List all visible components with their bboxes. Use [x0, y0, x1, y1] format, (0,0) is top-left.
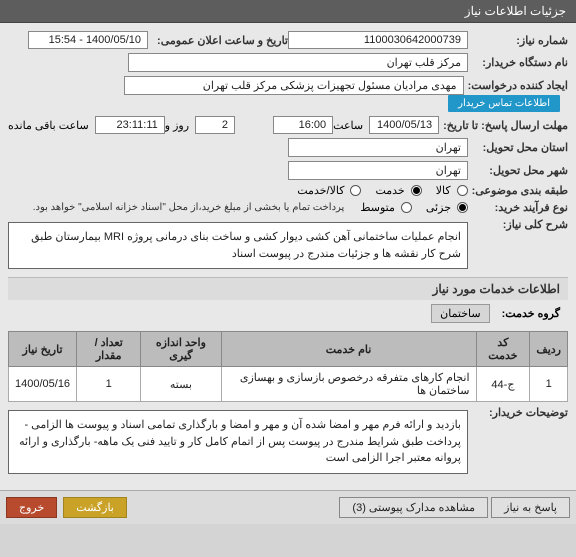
public-date-value: 1400/05/10 - 15:54 [28, 31, 148, 49]
process-radio-group: جزئی متوسط [350, 201, 468, 214]
radio-goods[interactable] [457, 185, 468, 196]
th-date: تاریخ نیاز [9, 332, 77, 367]
row-buyer-notes: توضیحات خریدار: بازدید و ارائه فرم مهر و… [8, 406, 568, 478]
process-type-label: نوع فرآیند خرید: [468, 201, 568, 214]
buyer-org-label: نام دستگاه خریدار: [468, 56, 568, 69]
deadline-date-value: 1400/05/13 [369, 116, 439, 134]
requester-label: ایجاد کننده درخواست: [464, 79, 568, 92]
footer-right: پاسخ به نیاز مشاهده مدارک پیوستی (3) [339, 497, 570, 518]
payment-note: پرداخت تمام یا بخشی از مبلغ خرید،از محل … [33, 202, 345, 213]
subject-radio-group: کالا خدمت کالا/خدمت [287, 184, 467, 197]
th-unit: واحد اندازه گیری [141, 332, 221, 367]
subject-type-label: طبقه بندی موضوعی: [468, 184, 568, 197]
footer-bar: پاسخ به نیاز مشاهده مدارک پیوستی (3) باز… [0, 490, 576, 524]
page-title: جزئیات اطلاعات نیاز [465, 4, 566, 18]
th-name: نام خدمت [221, 332, 476, 367]
row-buyer-org: نام دستگاه خریدار: مرکز قلب تهران [8, 53, 568, 72]
radio-service-label: خدمت [375, 184, 404, 197]
td-index: 1 [530, 367, 568, 402]
radio-minor-label: جزئی [426, 201, 451, 214]
buyer-notes-box: بازدید و ارائه فرم مهر و امضا شده آن و م… [8, 410, 468, 474]
remaining-time-value: 23:11:11 [95, 116, 165, 134]
exit-button[interactable]: خروج [6, 497, 57, 518]
table-row: 1 ج-44 انجام کارهای متفرقه درخصوص بازساز… [9, 367, 568, 402]
days-value: 2 [195, 116, 235, 134]
row-requester: ایجاد کننده درخواست: مهدی مرادیان مسئول … [8, 76, 568, 112]
td-date: 1400/05/16 [9, 367, 77, 402]
td-qty: 1 [77, 367, 141, 402]
row-process-type: نوع فرآیند خرید: جزئی متوسط پرداخت تمام … [8, 201, 568, 214]
buyer-org-value: مرکز قلب تهران [128, 53, 468, 72]
need-no-label: شماره نیاز: [468, 34, 568, 47]
row-need-number: شماره نیاز: 1100030642000739 تاریخ و ساع… [8, 31, 568, 49]
main-container: شماره نیاز: 1100030642000739 تاریخ و ساع… [0, 23, 576, 490]
days-label: روز و [165, 119, 189, 132]
row-service-group: گروه خدمت: ساختمان [8, 300, 568, 327]
th-code: کد خدمت [476, 332, 530, 367]
services-table: ردیف کد خدمت نام خدمت واحد اندازه گیری ت… [8, 331, 568, 402]
reply-button[interactable]: پاسخ به نیاز [491, 497, 570, 518]
province-label: استان محل تحویل: [468, 141, 568, 154]
deadline-time-value: 16:00 [273, 116, 333, 134]
desc-box: انجام عملیات ساختمانی آهن کشی دیوار کشی … [8, 222, 468, 269]
radio-minor[interactable] [457, 202, 468, 213]
th-qty: تعداد / مقدار [77, 332, 141, 367]
row-province: استان محل تحویل: تهران [8, 138, 568, 157]
radio-medium[interactable] [401, 202, 412, 213]
radio-medium-label: متوسط [360, 201, 395, 214]
row-description: شرح کلی نیاز: انجام عملیات ساختمانی آهن … [8, 218, 568, 273]
td-unit: بسته [141, 367, 221, 402]
contact-info-badge[interactable]: اطلاعات تماس خریدار [448, 95, 560, 112]
row-city: شهر محل تحویل: تهران [8, 161, 568, 180]
need-no-value: 1100030642000739 [288, 31, 468, 49]
buyer-notes-label: توضیحات خریدار: [468, 406, 568, 419]
radio-goods-service[interactable] [350, 185, 361, 196]
back-button[interactable]: بازگشت [63, 497, 127, 518]
city-label: شهر محل تحویل: [468, 164, 568, 177]
time-label-1: ساعت [333, 119, 363, 132]
city-value: تهران [288, 161, 468, 180]
deadline-label: مهلت ارسال پاسخ: تا تاریخ: [439, 119, 568, 132]
radio-goods-service-label: کالا/خدمت [297, 184, 344, 197]
td-code: ج-44 [476, 367, 530, 402]
footer-left: بازگشت خروج [6, 497, 127, 518]
province-value: تهران [288, 138, 468, 157]
remaining-label: ساعت باقی مانده [8, 119, 89, 132]
service-group-value: ساختمان [431, 304, 489, 323]
radio-service[interactable] [411, 185, 422, 196]
service-group-label: گروه خدمت: [502, 307, 560, 320]
services-section-title: اطلاعات خدمات مورد نیاز [8, 277, 568, 300]
public-date-label: تاریخ و ساعت اعلان عمومی: [148, 34, 288, 47]
row-deadline: مهلت ارسال پاسخ: تا تاریخ: 1400/05/13 سا… [8, 116, 568, 134]
table-header-row: ردیف کد خدمت نام خدمت واحد اندازه گیری ت… [9, 332, 568, 367]
th-index: ردیف [530, 332, 568, 367]
requester-value: مهدی مرادیان مسئول تجهیزات پزشکی مرکز قل… [124, 76, 464, 95]
radio-goods-label: کالا [436, 184, 451, 197]
page-header: جزئیات اطلاعات نیاز [0, 0, 576, 23]
td-name: انجام کارهای متفرقه درخصوص بازسازی و بهس… [221, 367, 476, 402]
desc-label: شرح کلی نیاز: [468, 218, 568, 231]
row-subject-type: طبقه بندی موضوعی: کالا خدمت کالا/خدمت [8, 184, 568, 197]
attachments-button[interactable]: مشاهده مدارک پیوستی (3) [339, 497, 488, 518]
